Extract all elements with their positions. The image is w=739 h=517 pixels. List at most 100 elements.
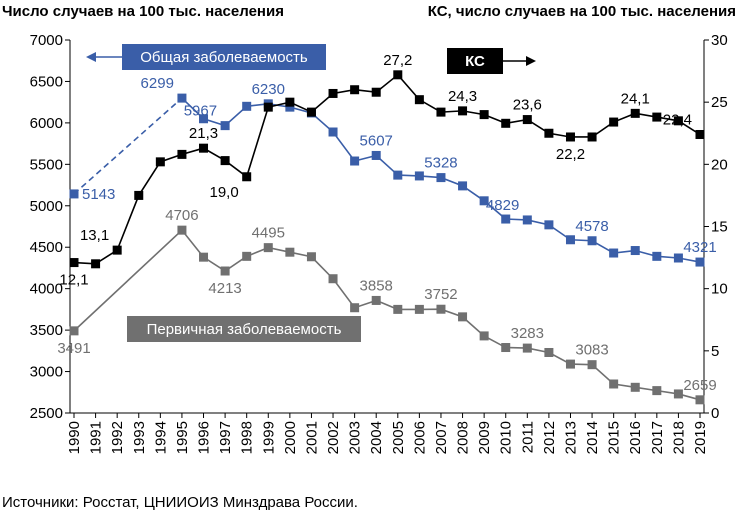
data-point-ks [328,88,338,98]
data-point-primary [177,225,187,235]
x-tick-label: 1999 [260,421,277,454]
data-point-total [695,257,705,267]
x-tick-label: 1995 [174,421,191,454]
x-tick-label: 2004 [368,421,385,454]
data-point-ks [306,107,316,117]
left-tick-label: 2500 [30,405,63,422]
data-point-ks [479,110,489,120]
data-point-ks [458,106,468,116]
x-tick-label: 1994 [152,421,169,454]
data-label-total: 5607 [360,132,393,149]
x-tick-label: 1991 [88,421,105,454]
data-point-primary [306,252,316,262]
data-point-ks [350,85,360,95]
x-tick-label: 1997 [217,421,234,454]
source-note: Источники: Росстат, ЦНИИОИЗ Минздрава Ро… [2,494,358,511]
data-point-total [479,196,489,206]
x-tick-label: 1993 [131,421,148,454]
data-point-primary [242,251,252,261]
data-point-ks [695,129,705,139]
data-point-ks [630,108,640,118]
x-tick-label: 2017 [649,421,666,454]
left-tick-label: 3000 [30,364,63,381]
data-label-primary: 4495 [252,225,285,242]
data-label-ks: 27,2 [383,52,412,69]
data-point-primary [673,389,683,399]
data-point-total [587,236,597,246]
data-label-total: 5967 [184,103,217,120]
data-point-ks [609,117,619,127]
data-label-primary: 4706 [165,207,198,224]
x-tick-label: 2005 [390,421,407,454]
data-point-ks [393,70,403,80]
data-point-ks [134,190,144,200]
data-point-primary [414,304,424,314]
data-point-total [393,170,403,180]
left-tick-label: 4500 [30,239,63,256]
left-tick-label: 4000 [30,281,63,298]
data-point-primary [436,304,446,314]
data-label-ks: 21,3 [189,125,218,142]
data-label-ks: 13,1 [80,227,109,244]
data-point-total [350,156,360,166]
data-point-primary [328,274,338,284]
right-axis-title: КС, число случаев на 100 тыс. населения [428,3,736,20]
data-point-ks [112,245,122,255]
data-point-total [436,173,446,183]
data-label-primary: 2659 [683,377,716,394]
left-tick-label: 7000 [30,32,63,49]
x-tick-label: 1992 [109,421,126,454]
data-point-primary [69,326,79,336]
legend-total-label: Общая заболеваемость [140,49,308,66]
data-label-primary: 3858 [360,277,393,294]
series-line-primary [73,228,701,401]
legend-primary-label: Первичная заболеваемость [147,321,342,338]
data-label-ks: 23,6 [513,97,542,114]
data-point-ks [91,259,101,269]
data-point-ks [220,156,230,166]
x-tick-label: 2014 [584,421,601,454]
data-point-primary [652,386,662,396]
data-point-ks [652,112,662,122]
data-label-primary: 3752 [424,286,457,303]
data-label-ks: 12,1 [59,272,88,289]
x-tick-label: 1998 [239,421,256,454]
legend-total-arrow-head [86,52,96,62]
data-point-total [285,102,295,112]
x-tick-label: 2011 [519,421,536,453]
data-label-total: 4321 [683,239,716,256]
x-tick-label: 2002 [325,421,342,454]
x-tick-label: 2015 [606,421,623,454]
data-point-total [630,246,640,256]
left-tick-label: 5500 [30,156,63,173]
x-tick-label: 2000 [282,421,299,454]
data-point-primary [371,295,381,305]
data-point-primary [479,331,489,341]
x-tick-label: 2003 [347,421,364,454]
data-point-total [371,150,381,160]
data-point-primary [220,266,230,276]
right-tick-label: 5 [711,343,719,360]
data-point-total [69,189,79,199]
data-label-total: 4578 [575,218,608,235]
data-label-total: 6299 [141,75,174,92]
data-label-primary: 4213 [208,280,241,297]
series-line-total-dashed [73,97,183,195]
data-point-primary [695,395,705,405]
data-point-ks [263,102,273,112]
data-point-ks [522,115,532,125]
series-line-ks [73,73,701,265]
data-point-total [458,181,468,191]
data-label-total: 6230 [252,81,285,98]
data-point-primary [544,347,554,357]
x-tick-label: 2007 [433,421,450,454]
data-point-total [177,93,187,103]
data-point-total [242,101,252,111]
data-point-primary [350,303,360,313]
data-point-ks [565,132,575,142]
legend-total-box [122,44,326,70]
legend-primary-box [127,316,361,342]
x-tick-label: 2010 [498,421,515,454]
right-tick-label: 25 [711,94,728,111]
